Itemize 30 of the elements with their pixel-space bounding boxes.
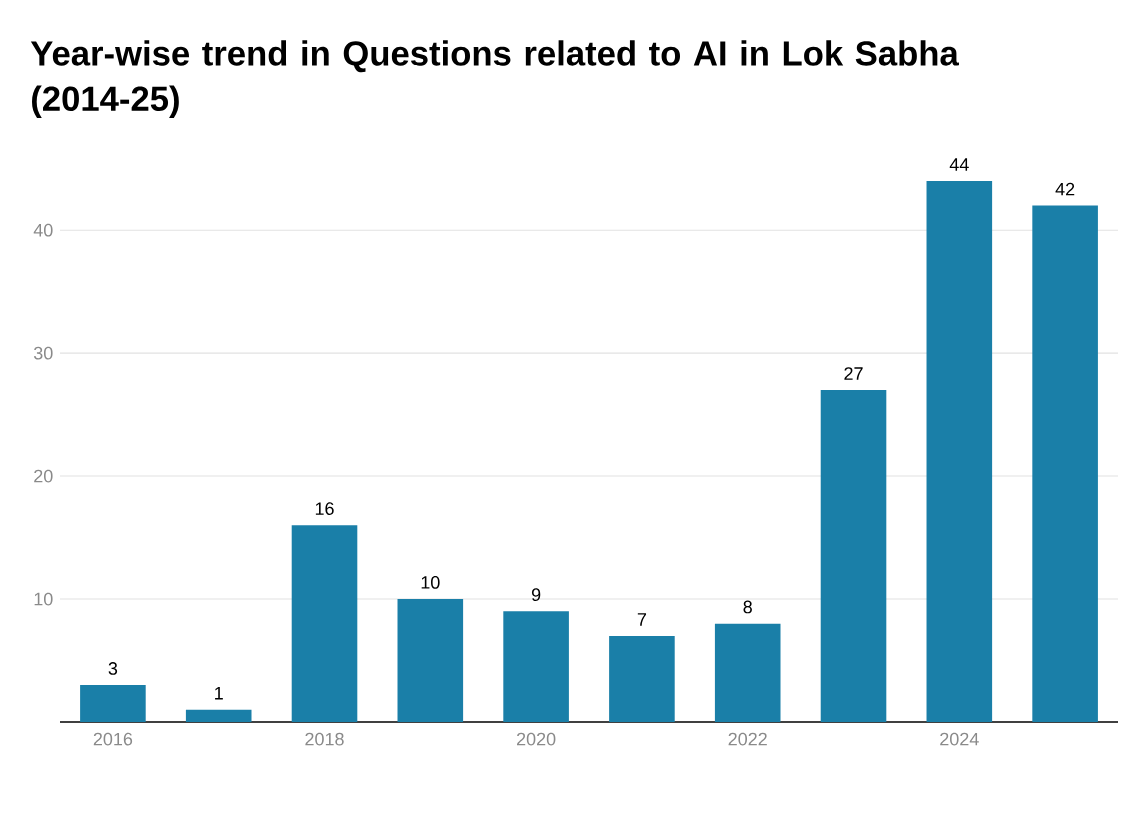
bar: [1032, 205, 1098, 722]
y-tick-label: 30: [33, 346, 53, 360]
data-label: 7: [637, 613, 647, 626]
chart-title: Year-wise trend in Questions related to AI in Lok Sabha (2014-25): [30, 40, 959, 118]
x-tick-label: 2024: [940, 732, 979, 746]
data-label: 16: [315, 502, 334, 515]
bar: [185, 709, 252, 722]
bar: [926, 181, 993, 722]
bar: [820, 390, 887, 722]
data-label: 1: [215, 687, 223, 700]
y-tick-label: 10: [34, 592, 53, 606]
x-tick-label: 2016: [93, 732, 133, 746]
bar: [291, 525, 358, 722]
data-label: 42: [1055, 182, 1075, 196]
data-label: 44: [949, 158, 969, 171]
y-tick-label: 20: [34, 469, 53, 483]
data-label: 3: [108, 662, 118, 675]
x-tick-label: 2018: [305, 732, 344, 746]
y-tick-label: 40: [33, 223, 53, 237]
bar: [397, 599, 464, 722]
x-tick-label: 2020: [516, 732, 556, 746]
x-tick-label: 2022: [728, 732, 767, 746]
bar: [609, 635, 675, 722]
bar: [714, 623, 781, 722]
data-label: 27: [844, 367, 863, 380]
bar: [80, 685, 146, 722]
data-label: 10: [421, 576, 440, 589]
data-label: 9: [531, 588, 541, 602]
data-label: 8: [743, 600, 752, 614]
bar: [503, 611, 569, 722]
